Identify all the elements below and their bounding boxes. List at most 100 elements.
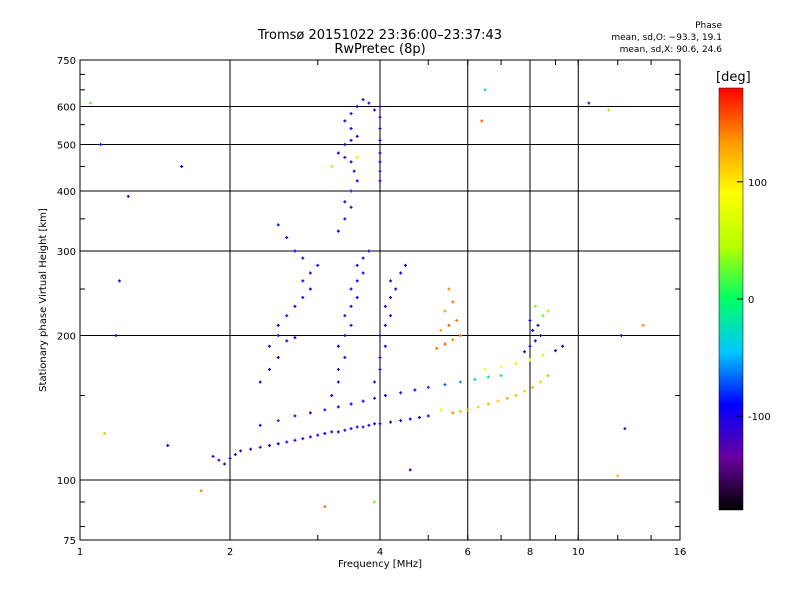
data-point xyxy=(233,453,237,457)
data-point xyxy=(373,422,377,426)
x-tick-label: 4 xyxy=(377,547,383,558)
data-point xyxy=(276,419,280,423)
data-point xyxy=(373,380,377,384)
data-point xyxy=(378,115,382,119)
data-point xyxy=(258,423,262,427)
data-point xyxy=(349,126,353,130)
x-tick-label: 16 xyxy=(674,547,687,558)
data-point xyxy=(616,474,620,478)
data-point xyxy=(439,328,443,332)
data-point xyxy=(276,334,280,338)
data-point xyxy=(293,249,297,253)
data-point xyxy=(373,396,377,400)
data-point xyxy=(258,380,262,384)
chart-title: Tromsø 20151022 23:36:00–23:37:43 xyxy=(257,28,503,43)
data-point xyxy=(480,119,484,123)
data-point xyxy=(361,271,365,275)
x-axis-label: Frequency [MHz] xyxy=(337,559,423,570)
data-point xyxy=(378,105,382,109)
data-point xyxy=(343,143,347,147)
data-point xyxy=(355,134,359,138)
data-point xyxy=(514,394,518,398)
data-point xyxy=(355,105,359,109)
data-point xyxy=(343,119,347,123)
data-point xyxy=(349,427,353,431)
data-point xyxy=(561,344,565,348)
data-point xyxy=(523,389,527,393)
data-point xyxy=(114,334,118,338)
data-point xyxy=(349,323,353,327)
data-point xyxy=(528,318,532,322)
data-point xyxy=(378,160,382,164)
data-point xyxy=(476,405,480,409)
chart-subtitle: RwPretec (8p) xyxy=(334,42,426,57)
data-point xyxy=(336,430,340,434)
data-point xyxy=(276,442,280,446)
data-point xyxy=(486,402,490,406)
data-point xyxy=(443,383,447,387)
data-point xyxy=(383,394,387,398)
data-point xyxy=(378,138,382,142)
data-point xyxy=(531,385,535,389)
data-point xyxy=(546,374,550,378)
data-point xyxy=(458,334,462,338)
data-point xyxy=(330,164,334,168)
data-point xyxy=(514,361,518,365)
data-point xyxy=(499,374,503,378)
data-point xyxy=(166,444,170,448)
data-point xyxy=(349,287,353,291)
data-point xyxy=(285,236,289,240)
data-point xyxy=(352,169,356,173)
data-point xyxy=(239,449,243,453)
data-point xyxy=(447,323,451,327)
data-point xyxy=(285,440,289,444)
x-tick-label: 8 xyxy=(527,547,533,558)
x-tick-label: 10 xyxy=(572,547,585,558)
data-point xyxy=(361,256,365,260)
data-point xyxy=(399,271,403,275)
data-point xyxy=(349,138,353,142)
data-point xyxy=(343,217,347,221)
phase-stats-o: mean, sd,O: −93.3, 19.1 xyxy=(611,33,722,43)
data-point xyxy=(533,304,537,308)
data-point xyxy=(267,444,271,448)
data-point xyxy=(455,318,459,322)
data-point xyxy=(553,349,557,353)
data-point xyxy=(349,205,353,209)
data-point xyxy=(383,304,387,308)
y-axis-label: Stationary phase Virtual Height [km] xyxy=(38,208,49,392)
data-point xyxy=(426,414,430,418)
data-point xyxy=(367,423,371,427)
colorbar-tick-label: 0 xyxy=(748,295,754,306)
data-point xyxy=(413,388,417,392)
data-point xyxy=(355,263,359,267)
data-point xyxy=(343,428,347,432)
data-point xyxy=(483,88,487,92)
data-point xyxy=(443,342,447,346)
data-point xyxy=(378,355,382,359)
colorbar-tick-label: -100 xyxy=(748,412,771,423)
data-point xyxy=(349,112,353,116)
data-point xyxy=(539,334,543,338)
phase-stats-x: mean, sd,X: 90.6, 24.6 xyxy=(619,45,722,55)
data-point xyxy=(349,402,353,406)
data-point xyxy=(389,279,393,283)
data-point xyxy=(408,417,412,421)
data-point xyxy=(499,365,503,369)
data-point xyxy=(443,309,447,313)
data-point xyxy=(373,108,377,112)
data-point xyxy=(399,391,403,395)
data-point xyxy=(528,344,532,348)
data-point xyxy=(117,279,121,283)
data-point xyxy=(378,126,382,130)
data-point xyxy=(408,468,412,472)
data-point xyxy=(343,200,347,204)
data-point xyxy=(458,409,462,413)
data-point xyxy=(367,249,371,253)
y-tick-label: 200 xyxy=(57,332,76,343)
data-point xyxy=(587,101,591,105)
data-point xyxy=(217,458,221,462)
data-point xyxy=(539,380,543,384)
